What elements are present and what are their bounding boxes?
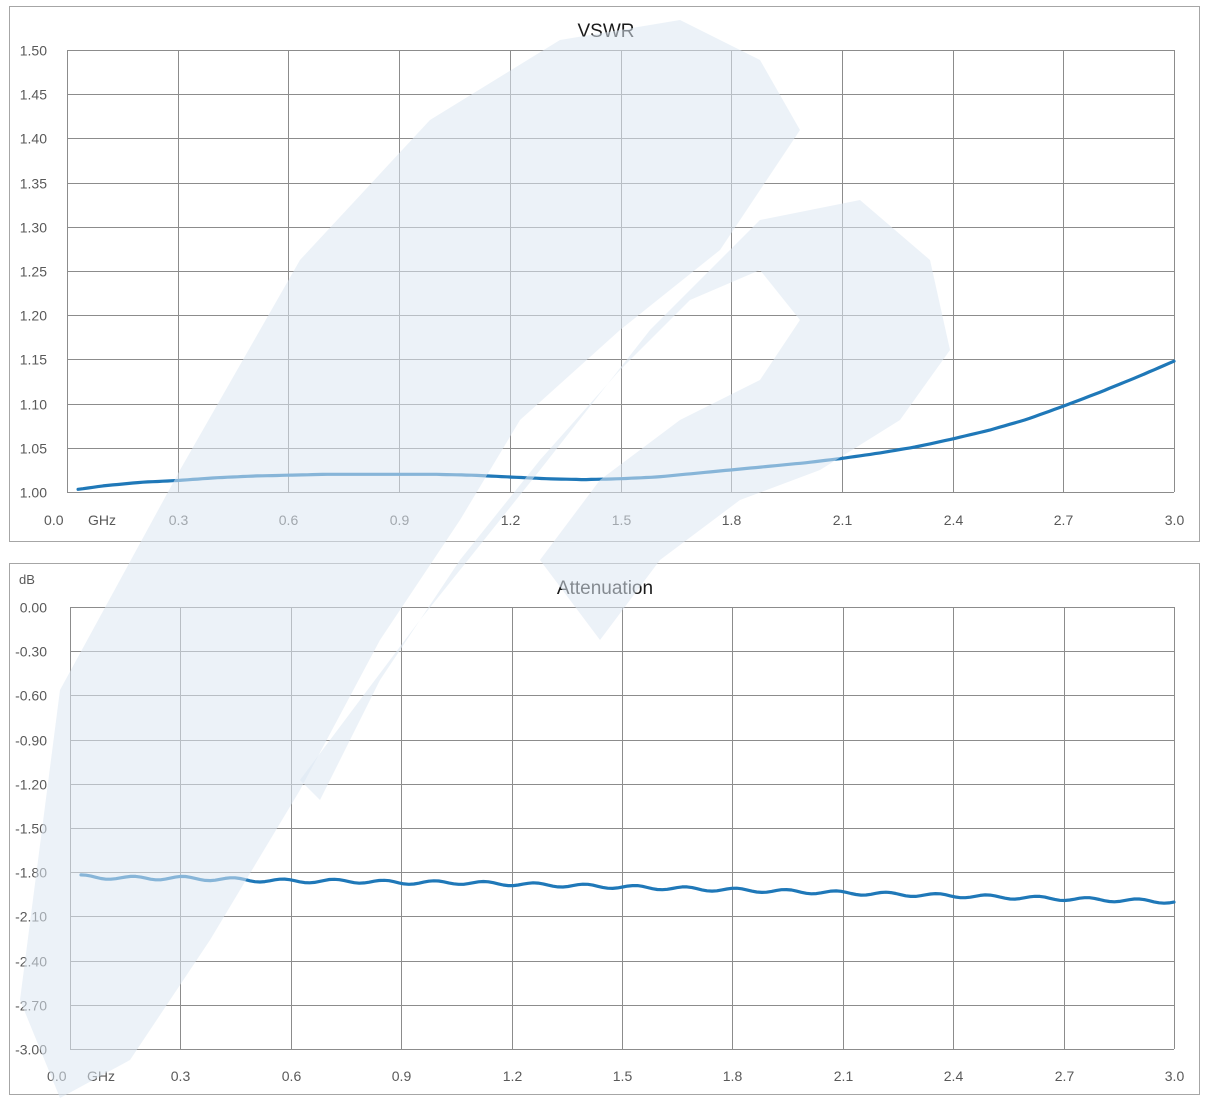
vswr-y-tick-label: 1.30 (20, 220, 47, 236)
vswr-x-tick-label: 2.1 (833, 512, 853, 528)
attenuation-x-tick-label: 1.5 (613, 1068, 633, 1084)
attenuation-x-tick-label: 0.9 (392, 1068, 412, 1084)
vswr-y-tick-label: 1.05 (20, 441, 47, 457)
vswr-x-tick-label: 1.8 (722, 512, 742, 528)
attenuation-y-tick-label: -0.60 (15, 688, 47, 704)
vswr-x-tick-label: 2.7 (1054, 512, 1074, 528)
attenuation-x-tick-label: 1.8 (723, 1068, 743, 1084)
vswr-y-tick-label: 1.45 (20, 87, 47, 103)
attenuation-y-unit-label: dB (19, 572, 35, 587)
vswr-x-tick-label: 0.0 (44, 512, 64, 528)
attenuation-y-tick-label: -1.20 (15, 777, 47, 793)
vswr-y-tick-label: 1.10 (20, 397, 47, 413)
attenuation-x-tick-label: 1.2 (503, 1068, 523, 1084)
attenuation-y-tick-label: 0.00 (20, 600, 47, 616)
attenuation-x-tick-label: 2.4 (944, 1068, 964, 1084)
vswr-x-tick-label: 2.4 (944, 512, 964, 528)
vswr-y-tick-label: 1.25 (20, 264, 47, 280)
vswr-x-tick-label: 1.2 (501, 512, 521, 528)
vswr-y-tick-label: 1.35 (20, 176, 47, 192)
attenuation-y-tick-label: -0.30 (15, 644, 47, 660)
vswr-x-tick-label: 3.0 (1165, 512, 1185, 528)
vswr-y-tick-label: 1.40 (20, 131, 47, 147)
attenuation-series (79, 873, 1176, 905)
attenuation-x-tick-label: 0.6 (282, 1068, 302, 1084)
vswr-y-tick-label: 1.50 (20, 43, 47, 59)
vswr-y-tick-label: 1.20 (20, 308, 47, 324)
vswr-x-unit-label: GHz (88, 512, 116, 528)
attenuation-series-line (79, 873, 1176, 905)
vswr-y-tick-label: 1.00 (20, 485, 47, 501)
vswr-y-tick-label: 1.15 (20, 352, 47, 368)
attenuation-y-tick-label: -0.90 (15, 733, 47, 749)
company-logo-watermark (20, 20, 950, 1098)
attenuation-x-tick-label: 2.7 (1055, 1068, 1075, 1084)
attenuation-x-tick-label: 3.0 (1165, 1068, 1185, 1084)
vswr-y-tick-labels: 1.50 1.45 1.40 1.35 1.30 1.25 1.20 1.15 1.10 1.05… (20, 43, 47, 501)
attenuation-x-tick-label: 2.1 (834, 1068, 854, 1084)
attenuation-x-tick-label: 0.3 (171, 1068, 191, 1084)
attenuation-y-tick-label: -1.50 (15, 821, 47, 837)
